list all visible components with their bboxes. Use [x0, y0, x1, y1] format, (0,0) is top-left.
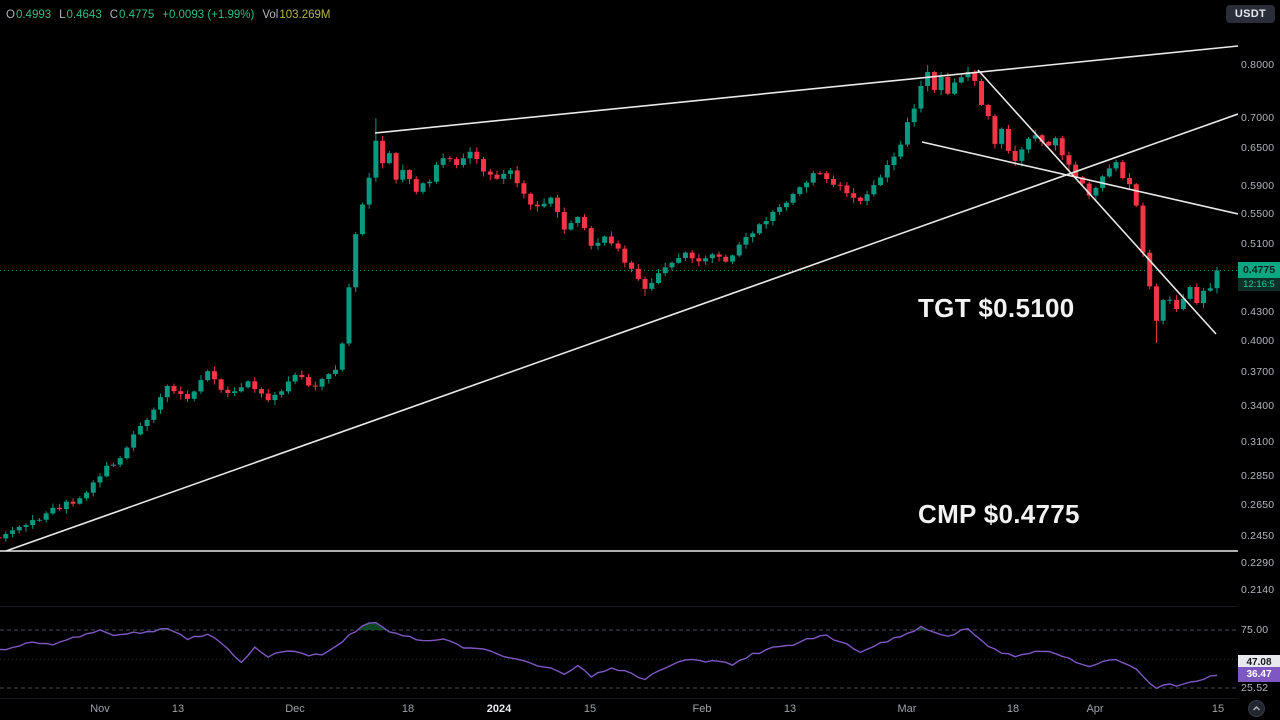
- time-tick-label: Mar: [897, 703, 917, 715]
- ohlc-legend: O 0.4993 L 0.4643 C 0.4775 +0.0093 (+1.9…: [6, 6, 338, 24]
- price-tick-label: 0.7000: [1241, 112, 1275, 124]
- time-tick-label: 15: [1211, 703, 1225, 715]
- price-tick-label: 0.4300: [1241, 306, 1275, 318]
- time-tick-label: 2024: [486, 703, 512, 715]
- rsi-ma-badge: 47.08: [1238, 655, 1280, 670]
- price-tick-label: 0.2140: [1241, 584, 1275, 596]
- low-label: L: [59, 9, 66, 21]
- price-tick-label: 0.3400: [1241, 400, 1275, 412]
- price-tick-label: 0.2850: [1241, 470, 1275, 482]
- current-price-annotation: CMP $0.4775: [918, 499, 1080, 529]
- price-tick-label: 0.2650: [1241, 499, 1275, 511]
- rsi-lower-band-label: 25.52: [1241, 682, 1269, 694]
- descending-resistance-1[interactable]: [921, 141, 1238, 215]
- rsi-value-badge: 36.47: [1238, 667, 1280, 682]
- price-change: +0.0093 (+1.99%): [162, 9, 255, 21]
- price-tick-label: 0.8000: [1241, 59, 1275, 71]
- rsi-upper-band-label: 75.00: [1241, 624, 1269, 636]
- time-tick-label: 15: [583, 703, 597, 715]
- upper-resistance[interactable]: [374, 45, 1238, 134]
- price-tick-label: 0.3700: [1241, 366, 1275, 378]
- volume-label: Vol: [262, 9, 279, 21]
- price-chart-canvas[interactable]: [0, 0, 1238, 698]
- rsi-line: [0, 621, 1218, 690]
- time-tick-label: 18: [1006, 703, 1020, 715]
- ascending-support[interactable]: [5, 113, 1238, 552]
- target-price-annotation: TGT $0.5100: [918, 293, 1075, 323]
- price-tick-label: 0.5500: [1241, 208, 1275, 220]
- time-tick-label: 13: [783, 703, 797, 715]
- open-value: 0.4993: [15, 9, 52, 21]
- price-tick-label: 0.2290: [1241, 557, 1275, 569]
- descending-resistance-2[interactable]: [977, 69, 1217, 335]
- time-tick-label: 13: [171, 703, 185, 715]
- symbol-badge[interactable]: USDT: [1225, 5, 1275, 23]
- trendlines: [0, 45, 1238, 552]
- price-tick-label: 0.5100: [1241, 238, 1275, 250]
- time-tick-label: Nov: [90, 703, 110, 715]
- low-value: 0.4643: [66, 9, 102, 21]
- time-tick-label: Feb: [692, 703, 712, 715]
- price-tick-label: 0.2450: [1241, 530, 1275, 542]
- chevron-up-icon: [1253, 706, 1260, 711]
- bar-countdown-badge: 12:16:5: [1238, 278, 1280, 291]
- price-axis[interactable]: 0.8000 0.7000 0.6500 0.5900 0.5500 0.5100 0.43…: [1238, 0, 1280, 698]
- last-price-badge: 0.4775: [1238, 262, 1280, 278]
- price-tick-label: 0.5900: [1241, 180, 1275, 192]
- time-tick-label: Apr: [1086, 703, 1104, 715]
- time-axis-corner-button[interactable]: [1248, 700, 1265, 717]
- volume-value: 103.269M: [279, 9, 331, 21]
- time-axis[interactable]: Nov 13 Dec 18 2024 15 Feb 13 Mar 18 Apr 15: [0, 698, 1238, 720]
- time-tick-label: 18: [401, 703, 415, 715]
- price-tick-label: 0.6500: [1241, 142, 1275, 154]
- price-tick-label: 0.3100: [1241, 436, 1275, 448]
- close-value: 0.4775: [119, 9, 155, 21]
- price-tick-label: 0.4000: [1241, 335, 1275, 347]
- close-label: C: [109, 9, 119, 21]
- time-tick-label: Dec: [285, 703, 305, 715]
- rsi-indicator: [0, 621, 1238, 690]
- open-label: O: [6, 9, 15, 21]
